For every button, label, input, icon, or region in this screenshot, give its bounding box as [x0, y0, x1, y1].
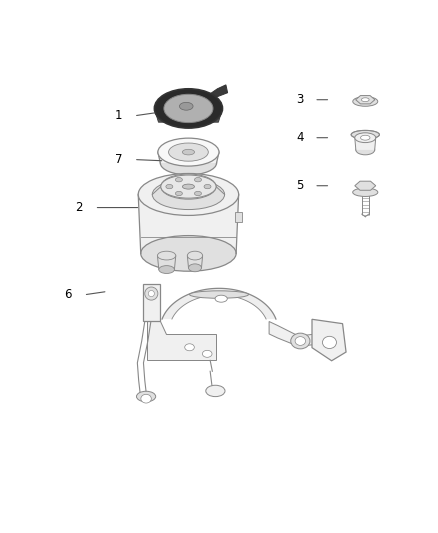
Polygon shape — [143, 284, 159, 321]
Ellipse shape — [204, 184, 211, 189]
Ellipse shape — [322, 336, 336, 349]
Polygon shape — [209, 85, 228, 99]
Ellipse shape — [158, 138, 219, 166]
Polygon shape — [138, 195, 239, 253]
Polygon shape — [355, 138, 376, 150]
Ellipse shape — [166, 184, 173, 189]
Ellipse shape — [194, 191, 201, 196]
Ellipse shape — [185, 344, 194, 351]
Polygon shape — [162, 288, 276, 319]
Ellipse shape — [215, 295, 227, 302]
Polygon shape — [312, 319, 346, 361]
Text: 1: 1 — [115, 109, 122, 123]
Polygon shape — [158, 152, 219, 163]
Ellipse shape — [182, 149, 194, 155]
Ellipse shape — [148, 290, 154, 297]
Text: 4: 4 — [296, 131, 304, 144]
Ellipse shape — [145, 287, 158, 300]
Ellipse shape — [175, 177, 182, 182]
Ellipse shape — [353, 96, 378, 106]
Ellipse shape — [190, 291, 248, 298]
Ellipse shape — [187, 251, 203, 260]
Polygon shape — [157, 256, 176, 270]
Polygon shape — [269, 321, 316, 346]
Ellipse shape — [141, 394, 151, 403]
Ellipse shape — [188, 264, 201, 272]
Ellipse shape — [351, 131, 379, 139]
Text: 7: 7 — [115, 153, 122, 166]
Polygon shape — [187, 256, 203, 268]
Ellipse shape — [180, 102, 193, 110]
Ellipse shape — [356, 145, 374, 155]
Ellipse shape — [353, 188, 378, 197]
Polygon shape — [152, 187, 225, 195]
Ellipse shape — [141, 236, 236, 271]
Ellipse shape — [157, 251, 176, 260]
Ellipse shape — [152, 180, 225, 209]
Text: 2: 2 — [75, 201, 83, 214]
Text: 3: 3 — [296, 93, 304, 106]
Ellipse shape — [175, 191, 182, 196]
Ellipse shape — [182, 184, 194, 189]
Polygon shape — [355, 181, 376, 190]
Ellipse shape — [295, 337, 306, 345]
Polygon shape — [156, 115, 221, 122]
Polygon shape — [235, 212, 243, 222]
Ellipse shape — [291, 333, 310, 349]
Ellipse shape — [202, 350, 212, 357]
Ellipse shape — [154, 89, 223, 128]
Ellipse shape — [159, 265, 174, 273]
Text: 6: 6 — [65, 288, 72, 301]
Ellipse shape — [161, 174, 216, 199]
Text: 5: 5 — [296, 179, 304, 192]
Ellipse shape — [161, 175, 216, 198]
Polygon shape — [356, 95, 375, 104]
Ellipse shape — [206, 385, 225, 397]
Polygon shape — [148, 321, 216, 360]
Ellipse shape — [355, 133, 376, 143]
Ellipse shape — [160, 151, 216, 175]
Ellipse shape — [361, 98, 369, 102]
Ellipse shape — [194, 177, 201, 182]
Ellipse shape — [164, 94, 213, 123]
Ellipse shape — [169, 143, 208, 161]
Ellipse shape — [137, 391, 155, 402]
Ellipse shape — [138, 174, 239, 215]
Ellipse shape — [360, 135, 370, 140]
